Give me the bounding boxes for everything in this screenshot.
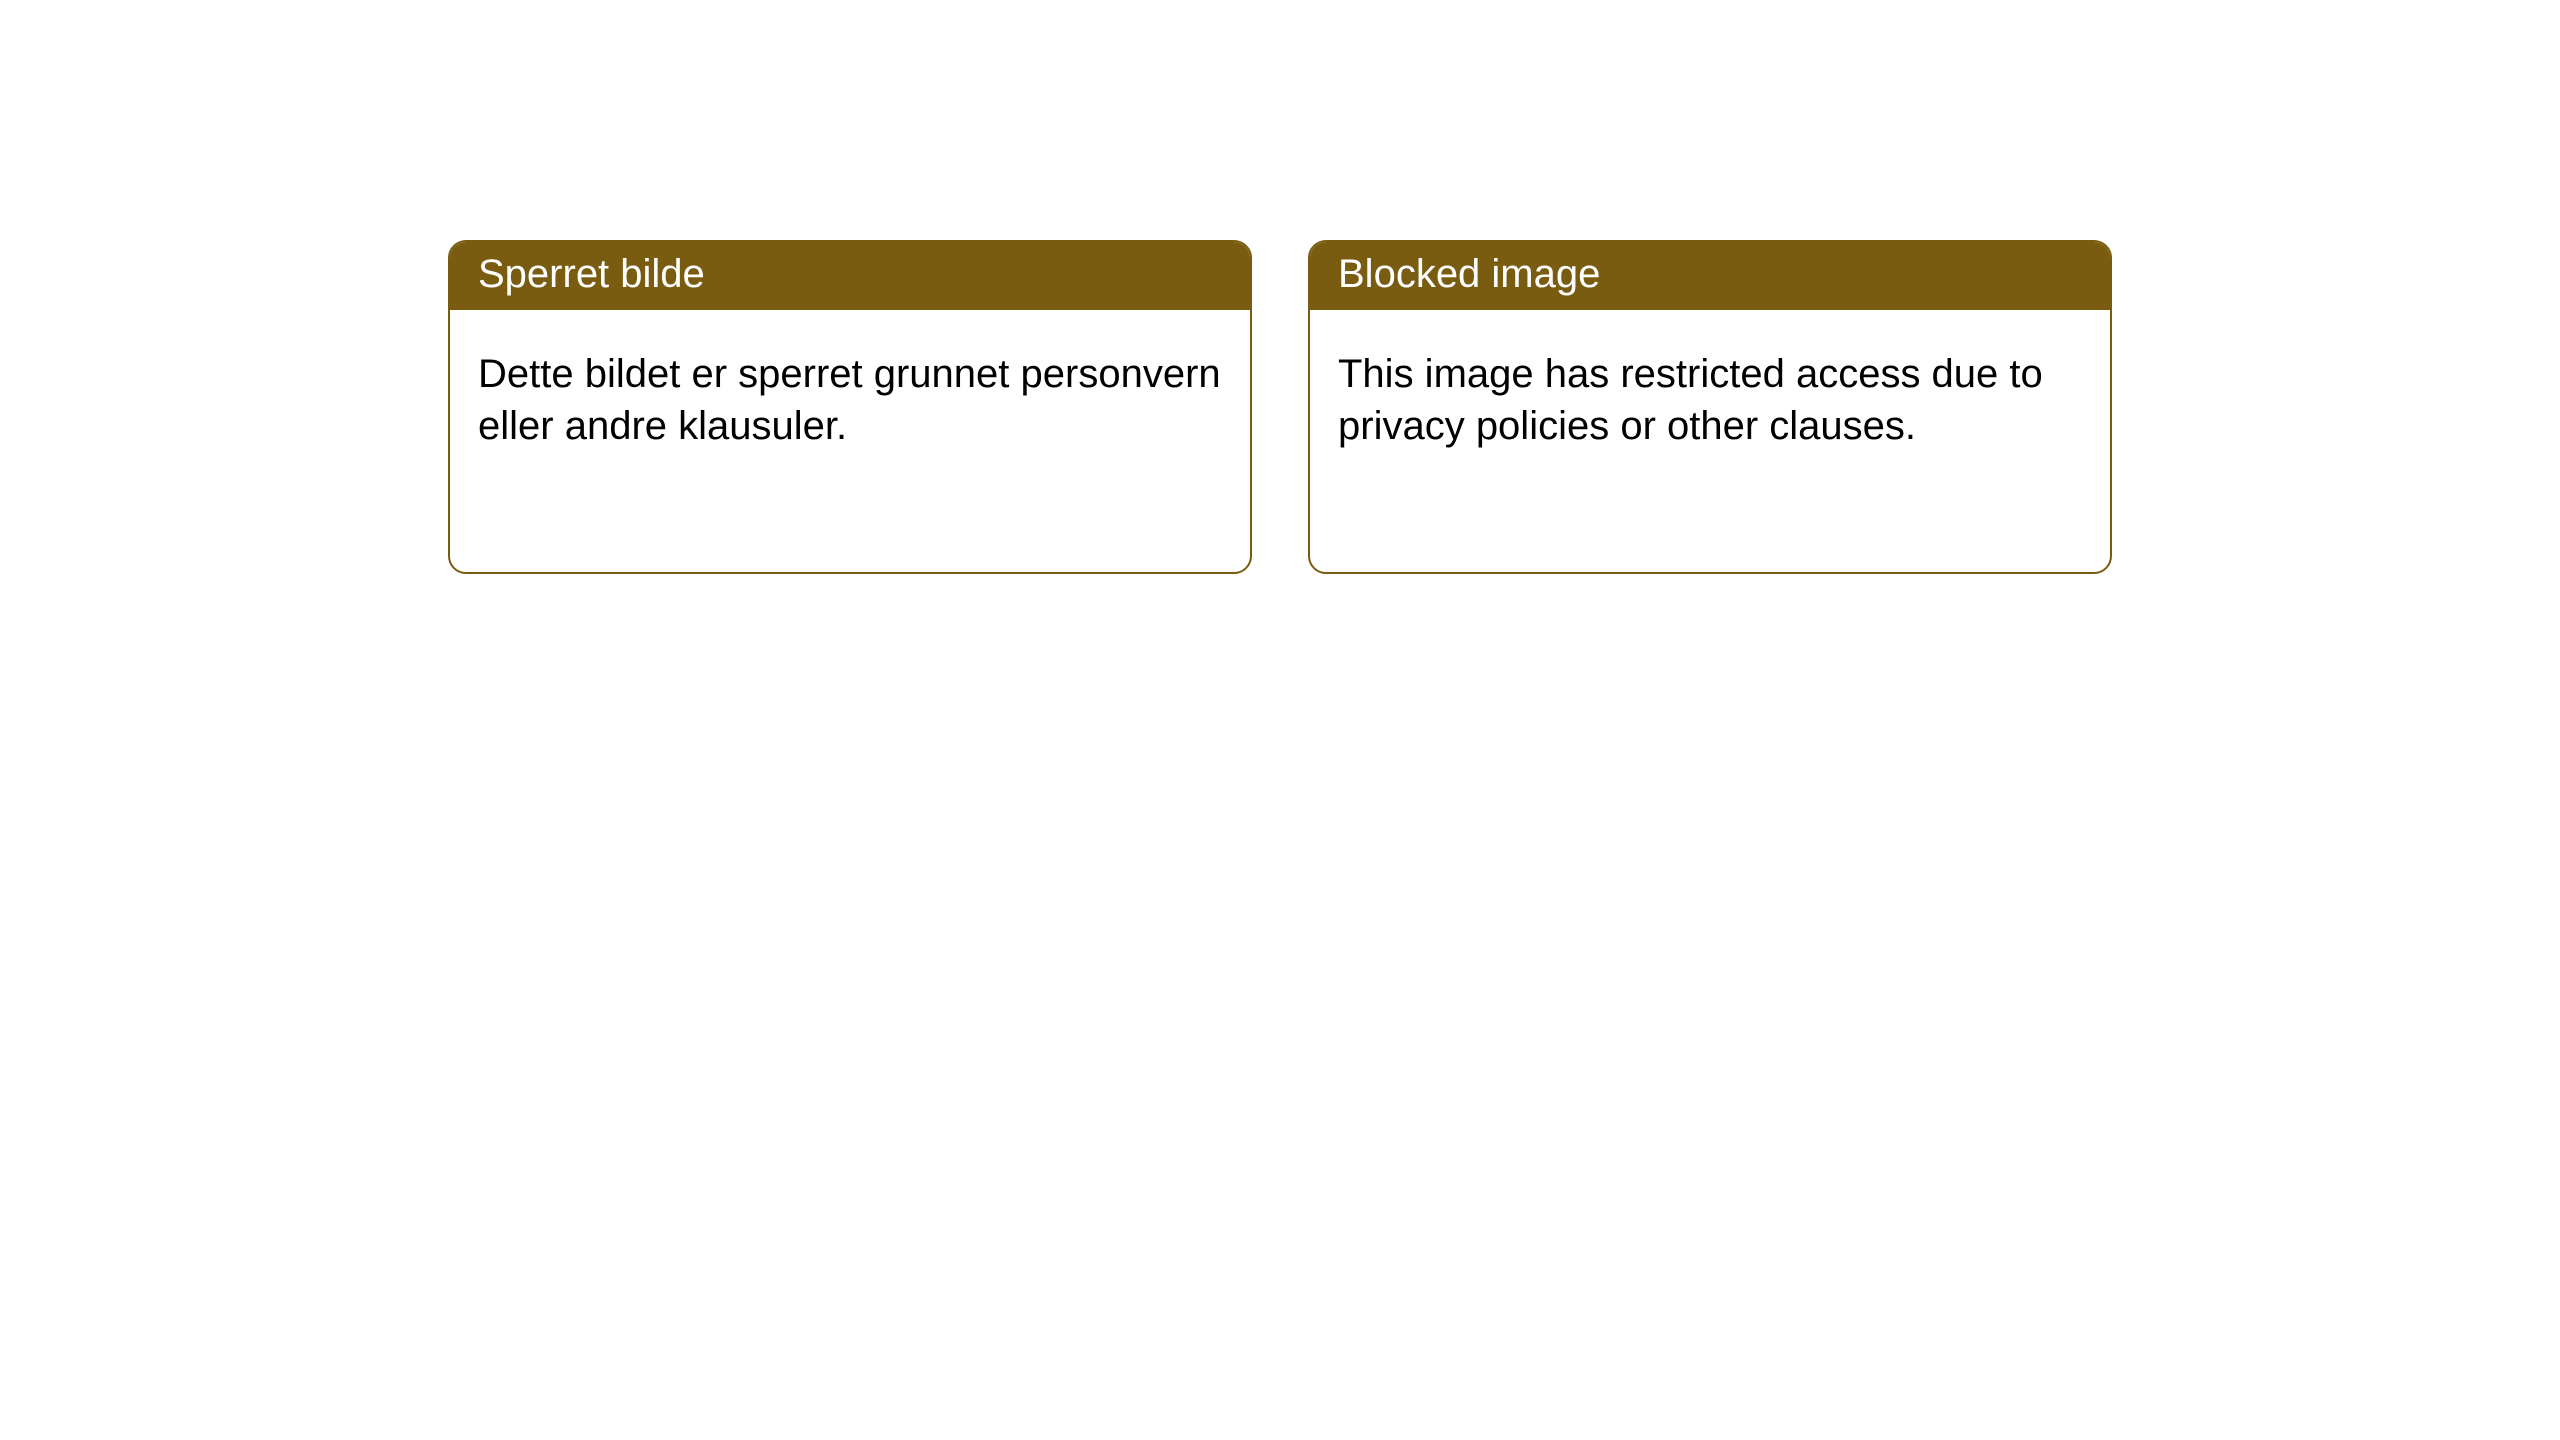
notice-card-body-en: This image has restricted access due to … [1310, 310, 2110, 480]
notice-card-title-en: Blocked image [1310, 242, 2110, 310]
notice-card-title-no: Sperret bilde [450, 242, 1250, 310]
notice-card-body-no: Dette bildet er sperret grunnet personve… [450, 310, 1250, 480]
notice-card-no: Sperret bilde Dette bildet er sperret gr… [448, 240, 1252, 574]
notice-card-row: Sperret bilde Dette bildet er sperret gr… [0, 0, 2560, 574]
notice-card-en: Blocked image This image has restricted … [1308, 240, 2112, 574]
